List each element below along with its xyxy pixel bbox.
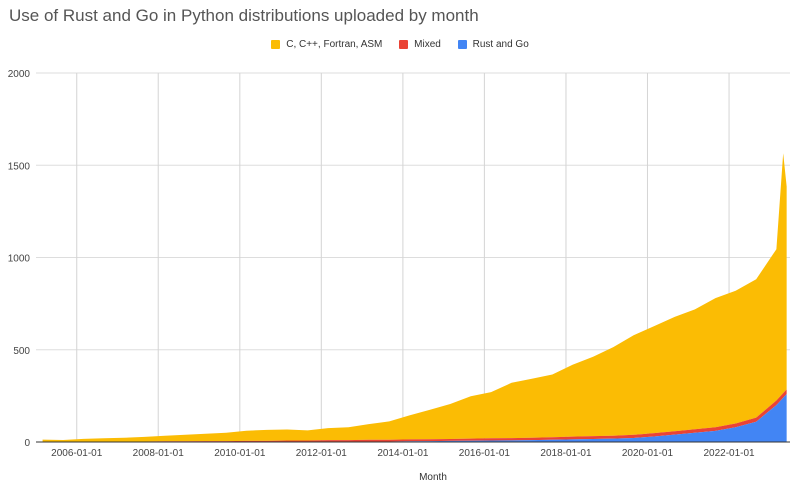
x-tick-label: 2008-01-01 <box>133 448 185 459</box>
x-axis-label: Month <box>419 472 447 483</box>
legend-label-c-cpp-fortran-asm: C, C++, Fortran, ASM <box>286 39 383 50</box>
y-tick-label: 1000 <box>8 254 31 265</box>
y-tick-label: 2000 <box>8 69 31 80</box>
legend-item-rust-and-go: Rust and Go <box>457 39 529 50</box>
x-tick-label: 2012-01-01 <box>296 448 348 459</box>
legend-item-c-cpp-fortran-asm: C, C++, Fortran, ASM <box>271 39 382 50</box>
x-tick-label: 2006-01-01 <box>51 448 103 459</box>
x-tick-label: 2018-01-01 <box>540 448 592 459</box>
legend-swatch-c-cpp-fortran-asm <box>271 40 281 49</box>
area-series-c-c-fortran-asm <box>42 153 787 442</box>
legend-item-mixed: Mixed <box>399 39 441 50</box>
chart-title: Use of Rust and Go in Python distributio… <box>9 6 479 25</box>
x-tick-label: 2014-01-01 <box>377 448 429 459</box>
legend: C, C++, Fortran, ASM Mixed Rust and Go <box>0 39 800 52</box>
legend-swatch-rust-and-go <box>457 40 467 49</box>
legend-label-rust-and-go: Rust and Go <box>472 39 529 50</box>
legend-swatch-mixed <box>399 40 409 49</box>
x-tick-label: 2016-01-01 <box>459 448 511 459</box>
x-tick-label: 2020-01-01 <box>622 448 674 459</box>
y-tick-label: 1500 <box>8 161 31 172</box>
x-tick-label: 2010-01-01 <box>214 448 266 459</box>
area-series-rust-and-go <box>42 394 787 442</box>
x-tick-label: 2022-01-01 <box>703 448 755 459</box>
y-tick-label: 0 <box>24 438 30 449</box>
y-tick-label: 500 <box>13 346 30 357</box>
legend-label-mixed: Mixed <box>414 39 441 50</box>
